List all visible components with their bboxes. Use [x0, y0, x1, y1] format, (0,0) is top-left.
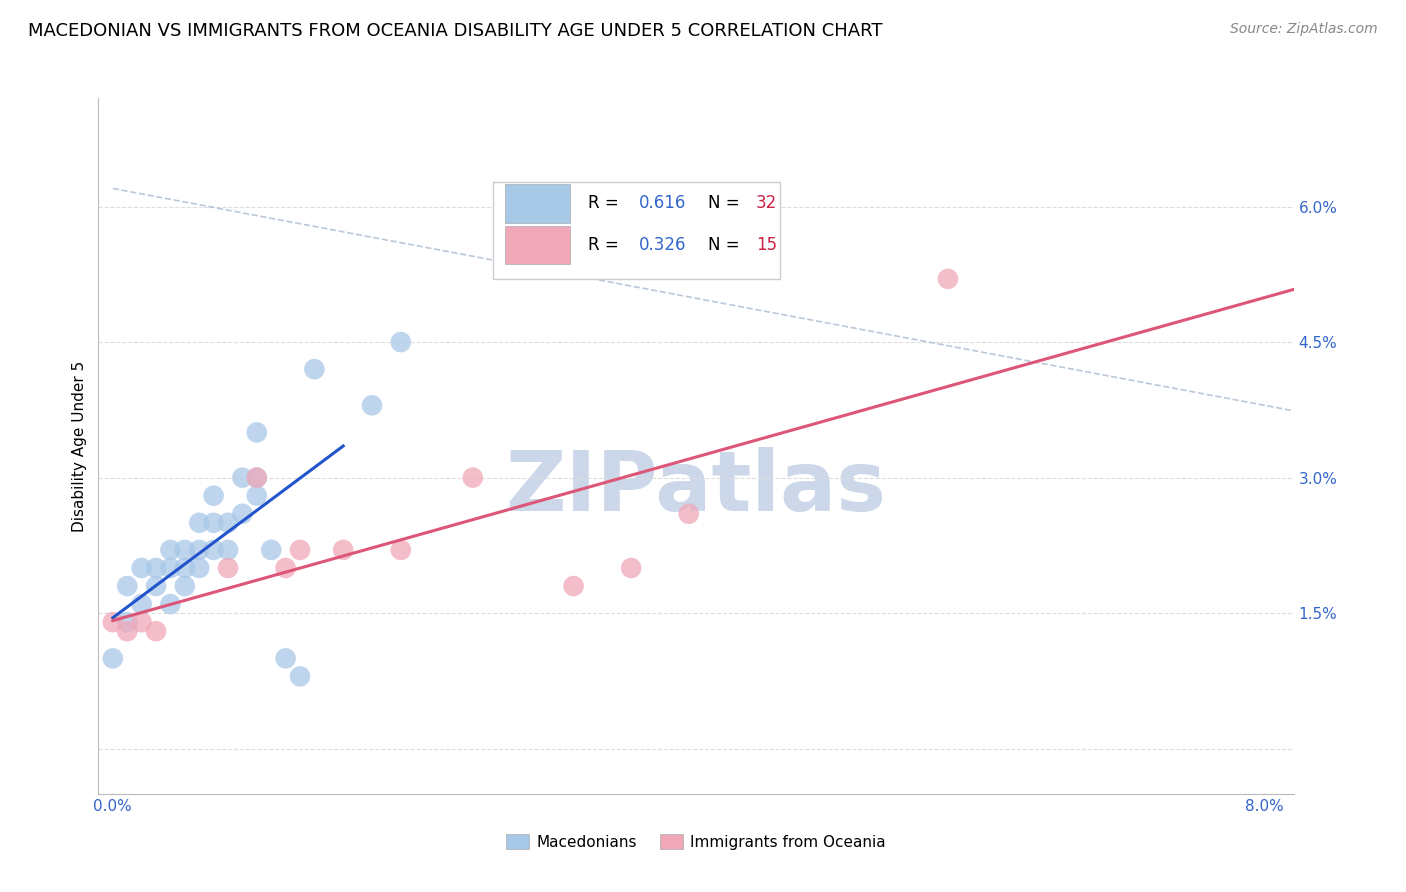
- Point: [389, 335, 412, 350]
- Text: N =: N =: [709, 236, 745, 254]
- Point: [332, 542, 354, 557]
- Point: [202, 542, 225, 557]
- Point: [274, 561, 297, 575]
- Point: [620, 561, 643, 575]
- Y-axis label: Disability Age Under 5: Disability Age Under 5: [72, 360, 87, 532]
- Point: [288, 669, 311, 683]
- Point: [159, 561, 181, 575]
- Point: [246, 489, 269, 503]
- Point: [361, 398, 384, 412]
- Text: N =: N =: [709, 194, 745, 212]
- Point: [217, 542, 239, 557]
- Point: [246, 470, 269, 484]
- Legend: Macedonians, Immigrants from Oceania: Macedonians, Immigrants from Oceania: [499, 828, 893, 855]
- Point: [246, 470, 269, 484]
- Text: MACEDONIAN VS IMMIGRANTS FROM OCEANIA DISABILITY AGE UNDER 5 CORRELATION CHART: MACEDONIAN VS IMMIGRANTS FROM OCEANIA DI…: [28, 22, 883, 40]
- Point: [231, 470, 253, 484]
- Point: [101, 651, 124, 665]
- Text: ZIPatlas: ZIPatlas: [506, 447, 886, 528]
- Point: [131, 561, 153, 575]
- Point: [115, 624, 138, 639]
- Point: [188, 561, 211, 575]
- Point: [461, 470, 484, 484]
- Text: R =: R =: [589, 236, 624, 254]
- Point: [115, 615, 138, 630]
- FancyBboxPatch shape: [505, 185, 571, 222]
- Text: 15: 15: [756, 236, 778, 254]
- Point: [288, 542, 311, 557]
- Point: [188, 542, 211, 557]
- Point: [246, 425, 269, 440]
- Point: [131, 597, 153, 611]
- Point: [159, 597, 181, 611]
- Text: 0.616: 0.616: [638, 194, 686, 212]
- Point: [145, 561, 167, 575]
- Point: [173, 542, 195, 557]
- Text: R =: R =: [589, 194, 624, 212]
- Point: [101, 615, 124, 630]
- Point: [217, 516, 239, 530]
- Point: [304, 362, 326, 376]
- Point: [145, 624, 167, 639]
- Point: [231, 507, 253, 521]
- FancyBboxPatch shape: [505, 227, 571, 264]
- Point: [145, 579, 167, 593]
- Point: [260, 542, 283, 557]
- Point: [936, 272, 959, 286]
- Point: [131, 615, 153, 630]
- Point: [115, 579, 138, 593]
- Text: 0.326: 0.326: [638, 236, 686, 254]
- Text: Source: ZipAtlas.com: Source: ZipAtlas.com: [1230, 22, 1378, 37]
- Point: [202, 489, 225, 503]
- Point: [188, 516, 211, 530]
- Point: [173, 561, 195, 575]
- Point: [678, 507, 700, 521]
- Text: 32: 32: [756, 194, 778, 212]
- Point: [217, 561, 239, 575]
- Point: [159, 542, 181, 557]
- Point: [562, 579, 585, 593]
- FancyBboxPatch shape: [494, 182, 780, 279]
- Point: [173, 579, 195, 593]
- Point: [389, 542, 412, 557]
- Point: [202, 516, 225, 530]
- Point: [274, 651, 297, 665]
